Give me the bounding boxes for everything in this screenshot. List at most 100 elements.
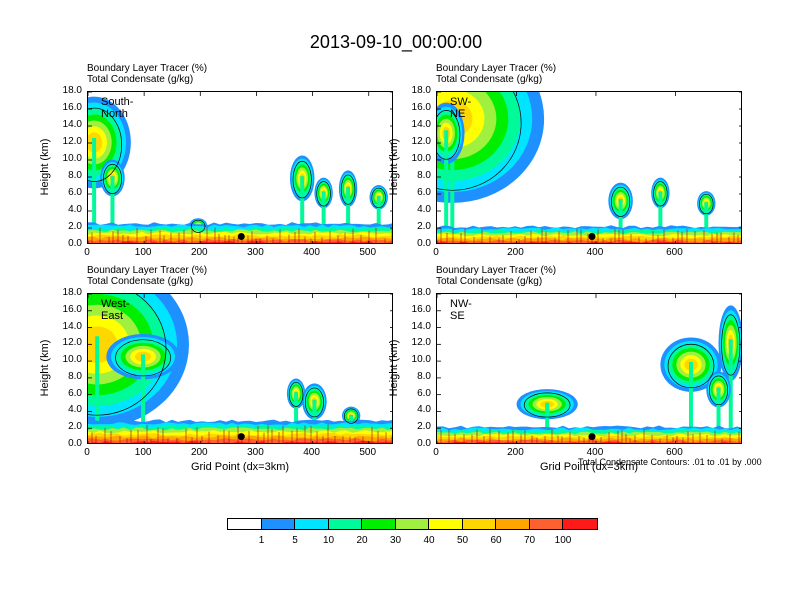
variable-label: Total Condensate (g/kg): [436, 276, 543, 287]
colorbar-label: 50: [456, 535, 469, 546]
y-axis-label: Height (km): [388, 138, 400, 195]
tracer-field: [88, 294, 392, 443]
y-tick-label: 6.0: [68, 387, 82, 399]
panel-label-south-north: South-North: [101, 96, 134, 120]
convective-tower: [651, 177, 670, 243]
condensate-contour: [721, 314, 741, 376]
condensate-contour: [371, 187, 386, 209]
y-tick-label: 0.0: [68, 438, 82, 449]
y-tick-label: 14.0: [411, 119, 431, 130]
tracer-field: [88, 92, 392, 243]
y-tick-label: 6.0: [417, 187, 431, 198]
condensate-contour: [304, 387, 324, 418]
condensate-contour: [316, 181, 331, 207]
y-tick-label: 4.0: [417, 404, 431, 416]
x-tick-label: 500: [359, 247, 377, 258]
x-tick-label: 0: [84, 447, 90, 458]
convective-tower: [302, 383, 327, 443]
colorbar-label: 30: [389, 535, 402, 546]
colorbar-swatch: [362, 519, 396, 529]
convective-tower: [314, 177, 333, 243]
y-tick-label: 18.0: [411, 287, 431, 298]
condensate-contour: [437, 110, 461, 160]
convective-tower: [608, 182, 633, 243]
colorbar-swatch: [529, 519, 563, 529]
y-tick-label: 8.0: [68, 370, 82, 382]
y-tick-label: 16.0: [62, 303, 82, 315]
y-tick-label: 2.0: [68, 221, 82, 232]
x-tick-label: 400: [586, 447, 604, 458]
y-tick-label: 8.0: [68, 170, 82, 181]
y-tick-label: 6.0: [417, 387, 431, 399]
y-tick-label: 2.0: [68, 421, 82, 433]
condensate-contour: [340, 174, 356, 205]
location-marker: [588, 233, 596, 240]
boundary-layer-band: [93, 241, 392, 243]
colorbar-label: 1: [258, 535, 265, 546]
condensate-contour: [115, 339, 171, 377]
x-tick-label: 0: [84, 247, 90, 258]
location-marker: [237, 233, 245, 240]
y-tick-label: 12.0: [411, 136, 431, 147]
x-axis-label: Grid Point (dx=3km): [539, 461, 639, 473]
y-tick-label: 6.0: [68, 187, 82, 198]
condensate-contour: [667, 343, 715, 389]
y-tick-label: 8.0: [417, 370, 431, 382]
colorbar-swatch: [395, 519, 429, 529]
condensate-contour: [611, 186, 631, 217]
x-tick-label: 600: [666, 247, 683, 258]
convective-tower: [88, 96, 131, 243]
x-tick-label: 400: [303, 247, 320, 258]
x-tick-label: 100: [134, 447, 152, 458]
colorbar-label: 40: [423, 535, 435, 546]
y-tick-label: 16.0: [411, 102, 431, 113]
panel-label-nw-se: NW-SE: [450, 298, 472, 322]
y-tick-label: 8.0: [417, 170, 431, 181]
y-axis-label: Height (km): [388, 339, 400, 396]
variable-label: Total Condensate (g/kg): [436, 74, 543, 85]
x-tick-label: 200: [507, 247, 524, 258]
y-tick-label: 18.0: [62, 85, 82, 96]
y-tick-label: 10.0: [411, 153, 431, 164]
colorbar-label: 10: [322, 535, 335, 546]
y-tick-label: 4.0: [417, 204, 431, 215]
variable-label: Total Condensate (g/kg): [87, 276, 194, 287]
y-tick-label: 4.0: [68, 204, 82, 215]
x-tick-label: 200: [507, 447, 524, 458]
y-tick-label: 18.0: [62, 287, 82, 298]
colorbar-swatch: [563, 519, 597, 529]
condensate-contour: [523, 392, 571, 418]
y-tick-label: 16.0: [411, 303, 431, 315]
variable-label: Boundary Layer Tracer (%): [87, 265, 208, 276]
convective-tower: [516, 389, 578, 443]
y-tick-label: 12.0: [62, 337, 82, 349]
condensate-contour: [437, 92, 522, 191]
condensate-contour: [102, 163, 123, 194]
panel-label-west-east: West-East: [101, 298, 130, 322]
x-tick-label: 0: [433, 447, 439, 458]
x-tick-label: 400: [586, 247, 604, 258]
y-tick-label: 4.0: [68, 404, 82, 416]
x-tick-label: 300: [247, 447, 264, 458]
colorbar-label: 70: [523, 535, 536, 546]
boundary-layer-band: [88, 438, 392, 443]
convective-tower: [706, 371, 731, 443]
tracer-field: [437, 294, 741, 443]
y-tick-label: 12.0: [411, 337, 431, 349]
boundary-layer-band: [437, 241, 734, 243]
colorbar-swatch: [328, 519, 362, 529]
variable-label: Boundary Layer Tracer (%): [436, 63, 557, 74]
y-tick-label: 14.0: [411, 320, 431, 332]
convective-tower: [289, 155, 315, 243]
colorbar-swatch: [228, 519, 262, 529]
colorbar-label: 5: [292, 535, 298, 546]
convective-tower: [286, 378, 306, 443]
y-tick-label: 14.0: [62, 119, 82, 130]
y-axis-label: Height (km): [39, 339, 51, 396]
condensate-contour: [190, 219, 206, 233]
colorbar-swatch: [496, 519, 530, 529]
tick-marks: [437, 294, 741, 443]
condensate-contour: [343, 408, 359, 424]
x-tick-label: 200: [190, 247, 208, 258]
colorbar-label: 60: [490, 535, 502, 546]
